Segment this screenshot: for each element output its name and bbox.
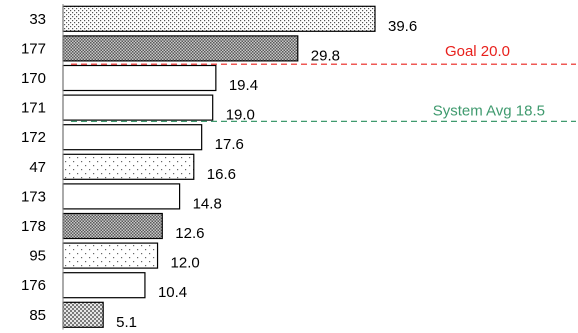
value-label: 5.1: [116, 314, 137, 331]
bar: [62, 153, 195, 180]
bar-row: 178 12.6: [21, 212, 204, 242]
bar: [62, 64, 217, 92]
category-label: 85: [29, 307, 46, 324]
bar: [62, 301, 104, 328]
bar: [62, 124, 203, 151]
bar-row: 95 12.0: [29, 242, 200, 272]
category-label: 171: [21, 100, 46, 117]
category-label: 176: [21, 277, 46, 294]
bar: [62, 94, 214, 121]
bar: [62, 35, 299, 62]
bar: [62, 5, 376, 32]
bar: [62, 212, 163, 240]
value-label: 19.4: [229, 77, 258, 94]
value-label: 12.6: [175, 225, 204, 242]
category-label: 47: [29, 159, 46, 176]
category-label: 177: [21, 40, 46, 57]
value-label: 19.0: [226, 107, 255, 124]
bar-row: 173 14.8: [21, 183, 222, 212]
reference-line-label: Goal 20.0: [445, 43, 510, 60]
category-label: 173: [21, 188, 46, 205]
value-label: 39.6: [388, 18, 417, 35]
reference-line-label: System Avg 18.5: [433, 102, 545, 119]
category-label: 178: [21, 218, 46, 235]
bar-row: 33 39.6: [29, 5, 417, 35]
bar-row: 85 5.1: [29, 301, 137, 331]
reference-line: Goal 20.0: [71, 43, 576, 65]
value-label: 17.6: [215, 136, 244, 153]
reference-line: System Avg 18.5: [71, 102, 576, 123]
bar: [62, 242, 159, 269]
value-label: 14.8: [193, 195, 222, 212]
bar: [62, 183, 181, 210]
category-label: 170: [21, 70, 46, 87]
bar-row: 177 29.8: [21, 35, 340, 64]
value-label: 16.6: [207, 166, 236, 183]
bar-row: 176 10.4: [21, 272, 187, 301]
value-label: 29.8: [311, 47, 340, 64]
bar-row: 170 19.4: [21, 64, 258, 94]
category-label: 172: [21, 129, 46, 146]
value-label: 10.4: [158, 284, 187, 301]
bar: [62, 272, 146, 299]
bar-row: 47 16.6: [29, 153, 236, 183]
bar-row: 171 19.0: [21, 94, 255, 124]
value-label: 12.0: [171, 255, 200, 272]
bar-row: 172 17.6: [21, 124, 244, 153]
category-label: 95: [29, 248, 46, 265]
category-label: 33: [29, 11, 46, 28]
